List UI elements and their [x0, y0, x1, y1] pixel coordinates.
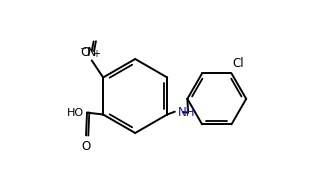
Text: +: +: [92, 49, 100, 59]
Text: O: O: [82, 140, 91, 153]
Text: N: N: [87, 46, 97, 59]
Text: Cl: Cl: [232, 57, 244, 70]
Text: NH: NH: [178, 106, 195, 119]
Text: O: O: [81, 46, 91, 59]
Text: ⁻: ⁻: [79, 45, 86, 59]
Text: HO: HO: [67, 108, 84, 118]
